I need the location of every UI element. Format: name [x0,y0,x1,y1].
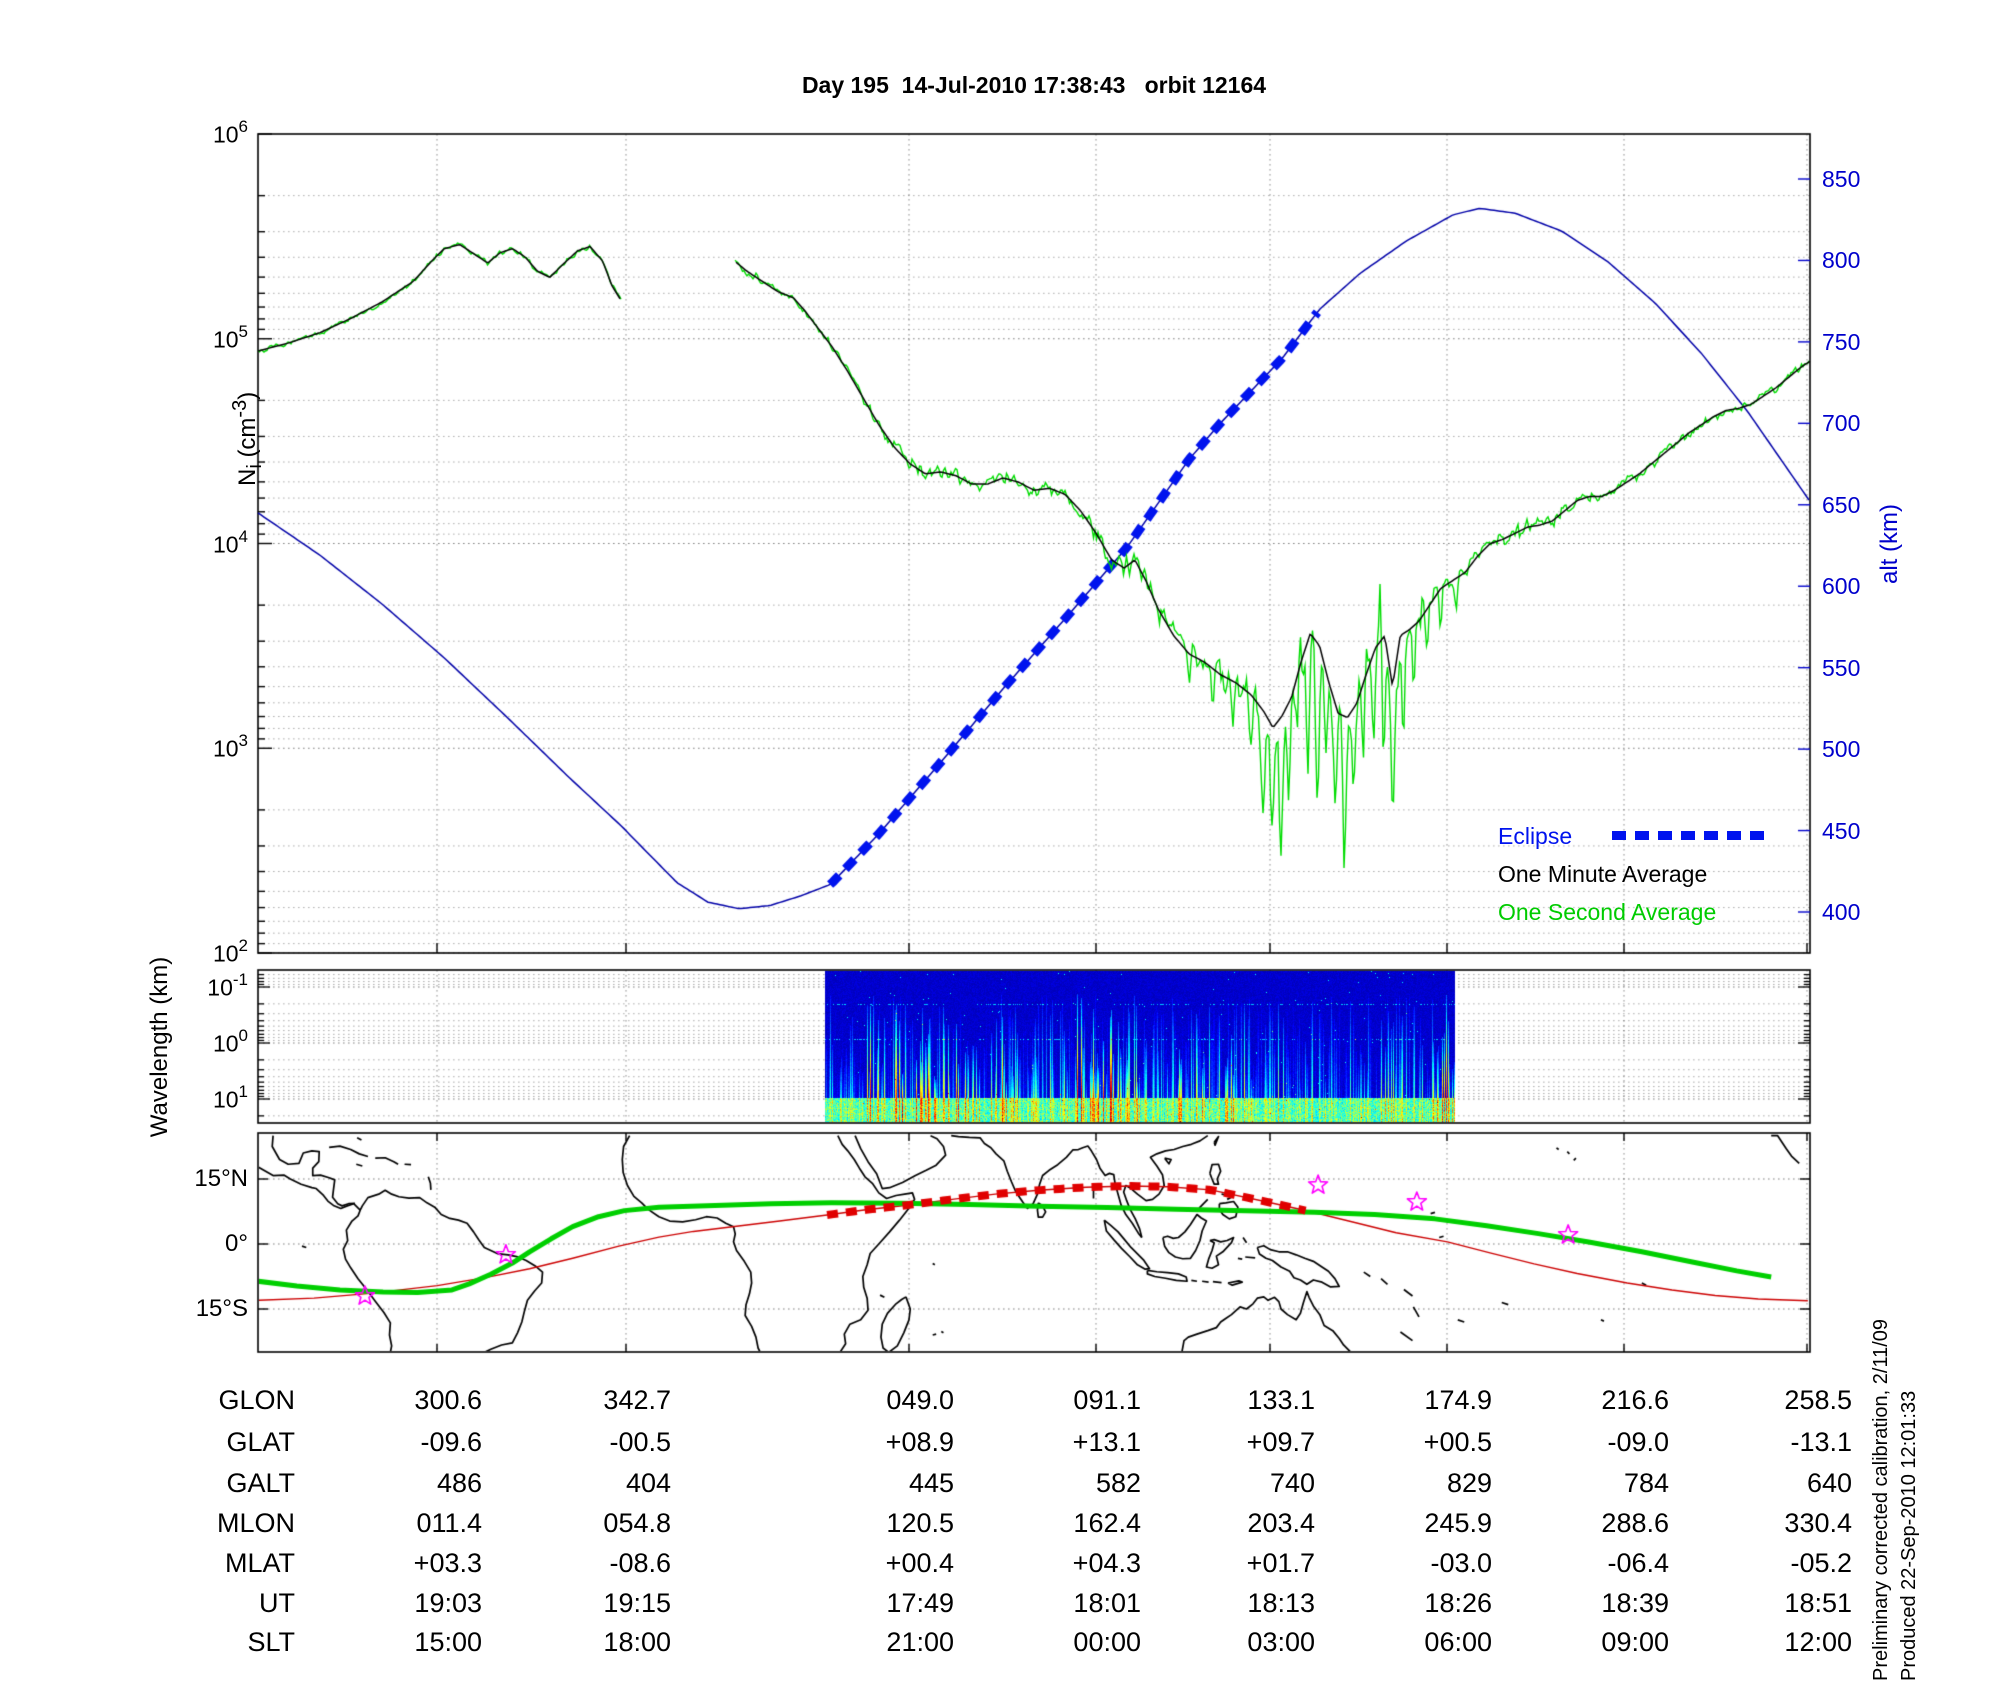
table-cell-glon-0: 300.6 [414,1385,482,1415]
legend-item-one-second: One Second Average [1498,899,1717,925]
table-cell-slt-6: 09:00 [1601,1627,1669,1657]
table-cell-mlat-1: -08.6 [609,1548,671,1578]
alt-tick-450: 450 [1822,817,1861,844]
table-cell-mlon-1: 054.8 [603,1508,671,1538]
table-cell-mlon-0: 011.4 [416,1508,482,1538]
wl-tick-10e-1: 10-1 [207,970,248,1001]
table-cell-glon-5: 174.9 [1424,1385,1492,1415]
alt-tick-500: 500 [1822,736,1861,763]
table-cell-mlon-3: 162.4 [1073,1508,1141,1538]
table-cell-mlon-4: 203.4 [1247,1508,1315,1538]
table-cell-slt-2: 21:00 [886,1627,954,1657]
map-lat-0°: 0° [225,1230,248,1257]
table-cell-mlon-5: 245.9 [1424,1508,1492,1538]
table-cell-glon-3: 091.1 [1073,1385,1141,1415]
table-cell-galt-0: 486 [436,1468,482,1498]
table-row-label-mlon: MLON [216,1508,295,1538]
table-cell-ut-1: 19:15 [603,1588,671,1618]
ni-axis-label: Ni (cm-3) [229,391,266,487]
wl-tick-10e1: 101 [212,1082,248,1113]
wl-tick-10e0: 100 [212,1026,248,1057]
table-cell-glat-4: +09.7 [1246,1427,1315,1457]
table-cell-glat-5: +00.5 [1423,1427,1492,1457]
legend-item-one-minute: One Minute Average [1498,861,1708,887]
alt-tick-800: 800 [1822,247,1861,274]
table-row-label-mlat: MLAT [224,1548,295,1578]
table-cell-mlon-6: 288.6 [1601,1508,1669,1538]
table-cell-mlat-5: -03.0 [1430,1548,1492,1578]
alt-tick-750: 750 [1822,328,1861,355]
table-cell-galt-3: 582 [1095,1468,1141,1498]
alt-tick-550: 550 [1822,654,1861,681]
table-cell-ut-4: 18:13 [1247,1588,1315,1618]
table-cell-mlat-6: -06.4 [1607,1548,1669,1578]
table-cell-glat-1: -00.5 [609,1427,671,1457]
map-lat-15°N: 15°N [194,1165,248,1192]
ni-tick-10e6: 106 [212,117,248,148]
footer-produced-note: Produced 22-Sep-2010 12:01:33 [1898,1390,1920,1681]
table-cell-galt-6: 784 [1623,1468,1669,1498]
table-cell-mlat-0: +03.3 [413,1548,482,1578]
ni-tick-10e3: 103 [212,731,248,762]
table-cell-slt-1: 18:00 [603,1627,671,1657]
table-cell-glon-4: 133.1 [1247,1385,1315,1415]
table-row-label-glon: GLON [218,1385,295,1415]
page-title: Day 195 14-Jul-2010 17:38:43 orbit 12164 [801,72,1267,98]
ni-tick-10e4: 104 [212,526,248,558]
alt-tick-700: 700 [1822,410,1861,437]
table-row-label-glat: GLAT [226,1427,295,1457]
table-cell-ut-0: 19:03 [414,1588,482,1618]
table-cell-glon-1: 342.7 [603,1385,671,1415]
table-row-label-slt: SLT [247,1627,295,1657]
table-cell-ut-6: 18:39 [1601,1588,1669,1618]
legend-item-eclipse: Eclipse [1498,823,1573,849]
table-cell-glat-2: +08.9 [885,1427,954,1457]
ni-tick-10e5: 105 [212,321,248,353]
table-cell-ut-7: 18:51 [1784,1588,1852,1618]
table-cell-galt-1: 404 [625,1468,671,1498]
alt-tick-600: 600 [1822,573,1861,600]
table-cell-galt-7: 640 [1806,1468,1852,1498]
table-cell-slt-0: 15:00 [414,1627,482,1657]
table-cell-slt-4: 03:00 [1247,1627,1315,1657]
table-cell-glon-6: 216.6 [1601,1385,1669,1415]
table-cell-mlat-3: +04.3 [1072,1548,1141,1578]
table-cell-mlat-2: +00.4 [885,1548,954,1578]
table-cell-ut-2: 17:49 [886,1588,954,1618]
ni-tick-10e2: 102 [212,936,248,967]
table-cell-slt-5: 06:00 [1424,1627,1492,1657]
map-lat-15°S: 15°S [195,1295,248,1322]
table-cell-glon-2: 049.0 [886,1385,954,1415]
table-cell-glat-3: +13.1 [1072,1427,1141,1457]
table-cell-galt-4: 740 [1269,1468,1315,1498]
table-cell-glat-0: -09.6 [420,1427,482,1457]
alt-axis-label: alt (km) [1876,504,1903,584]
table-row-label-ut: UT [259,1588,295,1618]
alt-tick-850: 850 [1822,166,1861,192]
table-cell-slt-7: 12:00 [1784,1627,1852,1657]
table-cell-ut-3: 18:01 [1073,1588,1141,1618]
table-cell-mlon-2: 120.5 [886,1508,954,1538]
alt-tick-400: 400 [1822,899,1861,925]
table-cell-galt-5: 829 [1446,1468,1492,1498]
table-cell-glat-7: -13.1 [1790,1427,1852,1457]
alt-tick-650: 650 [1822,491,1861,518]
table-cell-mlat-7: -05.2 [1790,1548,1852,1578]
table-cell-slt-3: 00:00 [1073,1627,1141,1657]
table-cell-galt-2: 445 [908,1468,954,1498]
table-cell-ut-5: 18:26 [1424,1588,1492,1618]
table-row-label-galt: GALT [226,1468,295,1498]
table-cell-mlat-4: +01.7 [1246,1548,1315,1578]
footer-calibration-note: Preliminary corrected calibration, 2/11/… [1870,1318,1892,1681]
table-cell-glat-6: -09.0 [1607,1427,1669,1457]
eclipse-dash-swatch [1612,831,1764,840]
table-cell-glon-7: 258.5 [1784,1385,1852,1415]
table-cell-mlon-7: 330.4 [1784,1508,1852,1538]
